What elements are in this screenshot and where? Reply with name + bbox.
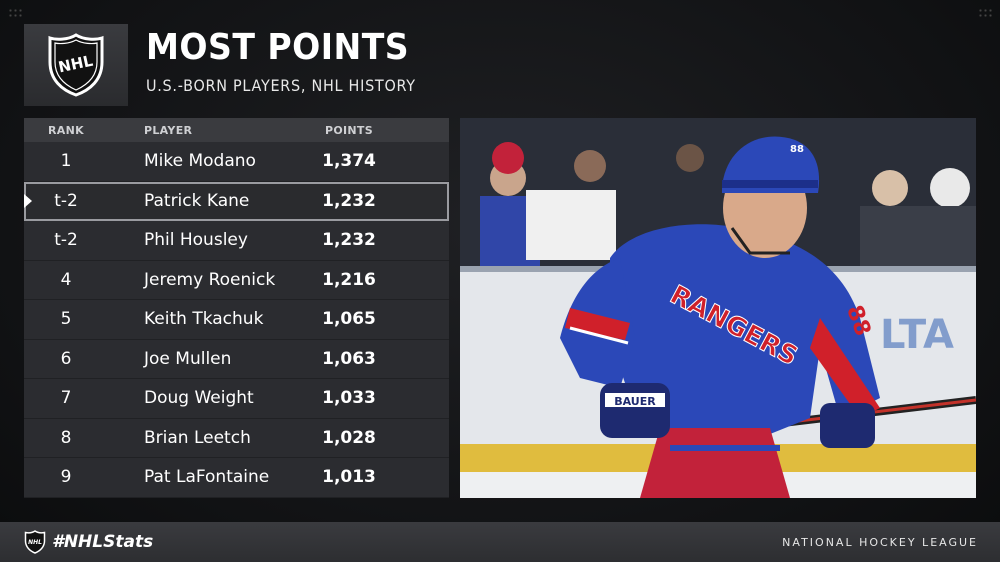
rank-cell: 8	[60, 427, 72, 448]
nhl-shield-small-icon: NHL	[24, 530, 46, 554]
rank-cell: 6	[60, 348, 72, 369]
player-cell: Patrick Kane	[144, 190, 250, 211]
table-row: 8 Brian Leetch 1,028	[24, 419, 449, 458]
table-header: RANK PLAYER POINTS	[24, 118, 449, 142]
points-cell: 1,374	[322, 151, 376, 172]
corner-dots-left	[8, 8, 22, 18]
table-body: 1 Mike Modano 1,374 t-2 Patrick Kane 1,232 t-2…	[24, 142, 449, 498]
rank-cell: 5	[60, 309, 72, 330]
points-cell: 1,013	[322, 467, 376, 488]
table-row: 5 Keith Tkachuk 1,065	[24, 300, 449, 340]
player-cell: Phil Housley	[144, 230, 248, 251]
player-cell: Jeremy Roenick	[144, 269, 276, 290]
table-row: t-2 Patrick Kane 1,232	[24, 181, 449, 221]
rank-cell: 1	[60, 151, 72, 172]
svg-text:NHL: NHL	[28, 539, 42, 546]
table-row: 6 Joe Mullen 1,063	[24, 340, 449, 379]
points-cell: 1,028	[322, 427, 376, 448]
corner-dots-right	[978, 8, 992, 18]
rank-cell: 7	[60, 388, 72, 409]
rank-cell: 4	[60, 269, 72, 290]
glove-brand-text: BAUER	[614, 395, 656, 408]
points-cell: 1,065	[322, 309, 376, 330]
player-cell: Keith Tkachuk	[144, 309, 264, 330]
player-cell: Brian Leetch	[144, 427, 251, 448]
header-points: POINTS	[325, 123, 373, 137]
points-cell: 1,232	[322, 230, 376, 251]
footer-hashtag: NHL #NHLStats	[24, 530, 153, 554]
player-cell: Pat LaFontaine	[144, 467, 270, 488]
player-photo: LTA BAUER RANGERS 88 88	[460, 118, 976, 498]
player-cell: Mike Modano	[144, 151, 256, 172]
rank-cell: t-2	[54, 230, 78, 251]
nhl-shield-icon: NHL	[48, 33, 104, 97]
table-row: t-2 Phil Housley 1,232	[24, 221, 449, 261]
table-row: 4 Jeremy Roenick 1,216	[24, 261, 449, 300]
rank-cell: t-2	[54, 190, 78, 211]
hashtag-text: #NHLStats	[52, 532, 154, 552]
table-row: 9 Pat LaFontaine 1,013	[24, 458, 449, 498]
points-cell: 1,216	[322, 269, 376, 290]
rank-cell: 9	[60, 467, 72, 488]
hockey-player-photo: LTA BAUER RANGERS 88 88	[460, 118, 976, 498]
svg-text:LTA: LTA	[880, 312, 954, 358]
player-cell: Joe Mullen	[144, 348, 232, 369]
nhl-logo-box: NHL	[24, 24, 128, 106]
points-table: RANK PLAYER POINTS 1 Mike Modano 1,374 t-2 P…	[24, 118, 449, 498]
footer-bar: NHL #NHLStats NATIONAL HOCKEY LEAGUE	[0, 522, 1000, 562]
page-subtitle: U.S.-BORN PLAYERS, NHL HISTORY	[146, 76, 416, 95]
points-cell: 1,033	[322, 388, 376, 409]
points-cell: 1,063	[322, 348, 376, 369]
page-title: MOST POINTS	[146, 27, 410, 68]
table-row: 7 Doug Weight 1,033	[24, 379, 449, 419]
header-player: PLAYER	[144, 123, 193, 137]
table-row: 1 Mike Modano 1,374	[24, 142, 449, 182]
points-cell: 1,232	[322, 190, 376, 211]
header-rank: RANK	[48, 123, 84, 137]
player-cell: Doug Weight	[144, 388, 254, 409]
league-name: NATIONAL HOCKEY LEAGUE	[782, 535, 978, 549]
svg-text:88: 88	[790, 144, 804, 155]
